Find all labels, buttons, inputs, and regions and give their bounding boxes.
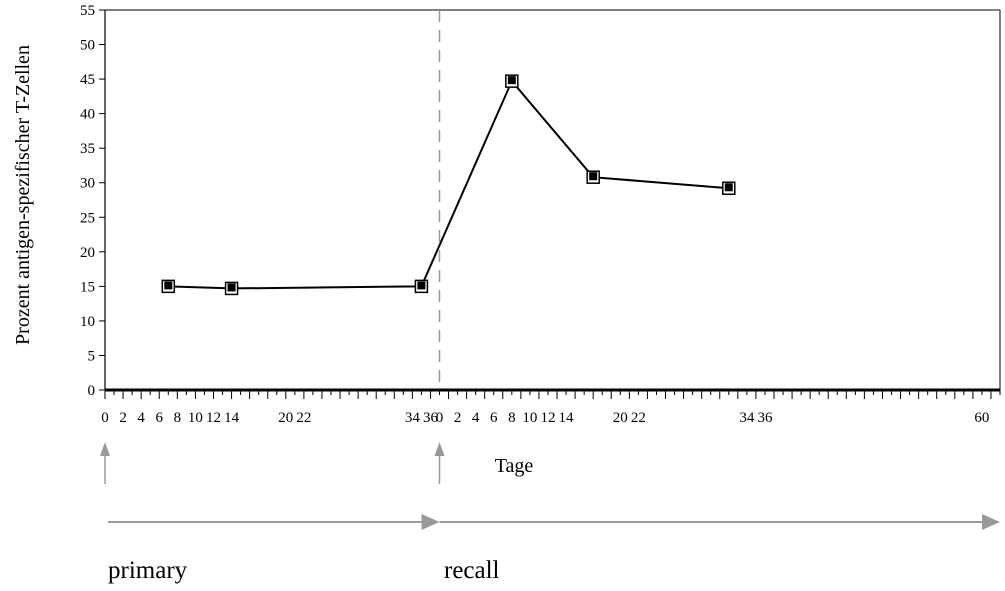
phase-arrows bbox=[100, 442, 1000, 530]
plot-area bbox=[105, 9, 1001, 390]
x-axis: 0 2 4 6 8 10 12 14 20 22 34 360 2 4 6 8 10 12 14 20 22 34 36 60 bbox=[101, 388, 1001, 426]
x-tick-label: 0 bbox=[101, 410, 109, 426]
x-tick-label: 2 bbox=[454, 410, 462, 426]
y-tick-label: 0 bbox=[88, 383, 96, 399]
data-point bbox=[224, 281, 239, 296]
y-tick-label: 35 bbox=[80, 141, 95, 157]
recall-start-arrow bbox=[434, 442, 445, 484]
x-axis-title: Tage bbox=[495, 455, 534, 477]
data-point-marker-inner bbox=[417, 281, 426, 290]
x-tick-label: 0 bbox=[436, 410, 444, 426]
x-tick-label: 34 bbox=[739, 410, 755, 426]
y-tick-label: 30 bbox=[80, 176, 95, 192]
primary-phase-arrow bbox=[108, 514, 440, 530]
x-tick-label: 12 bbox=[206, 410, 221, 426]
y-tick-label: 55 bbox=[80, 3, 95, 19]
data-point-marker-inner bbox=[164, 281, 173, 290]
y-tick-label: 45 bbox=[80, 72, 95, 88]
data-point-marker-inner bbox=[507, 76, 516, 85]
data-point bbox=[414, 279, 429, 294]
y-axis-title: Prozent antigen-spezifischer T-Zellen bbox=[12, 45, 34, 345]
x-tick-label: 14 bbox=[559, 410, 575, 426]
x-tick-label: 2 bbox=[119, 410, 127, 426]
x-tick-label: 36 bbox=[423, 410, 439, 426]
data-point bbox=[586, 170, 600, 184]
y-tick-label: 20 bbox=[80, 245, 95, 261]
y-tick-label: 25 bbox=[80, 210, 95, 226]
y-tick-label: 50 bbox=[80, 38, 95, 54]
x-tick-label: 20 bbox=[613, 410, 628, 426]
series-group bbox=[161, 74, 736, 296]
data-point-marker-inner bbox=[227, 283, 236, 292]
y-tick-label: 5 bbox=[88, 348, 96, 364]
x-tick-label: 8 bbox=[174, 410, 182, 426]
x-tick-label: 14 bbox=[224, 410, 240, 426]
y-axis: 0 5 10 15 20 25 30 35 40 45 50 55 bbox=[80, 3, 106, 399]
x-tick-label: 8 bbox=[508, 410, 516, 426]
x-tick-label: 4 bbox=[472, 410, 480, 426]
x-tick-label: 4 bbox=[137, 410, 145, 426]
data-point bbox=[722, 181, 736, 196]
x-tick-label: 20 bbox=[278, 410, 293, 426]
data-point bbox=[161, 279, 176, 294]
x-tick-label: 6 bbox=[490, 410, 498, 426]
y-tick-label: 15 bbox=[80, 279, 95, 295]
x-tick-label: 22 bbox=[296, 410, 311, 426]
primary-phase-arrow-head bbox=[421, 514, 440, 530]
x-tick-label: 10 bbox=[188, 410, 203, 426]
y-tick-label: 40 bbox=[80, 107, 95, 123]
x-tick-label: 10 bbox=[522, 410, 537, 426]
recall-phase-arrow-head bbox=[982, 514, 1000, 530]
data-point-marker-inner bbox=[589, 172, 598, 181]
x-tick-label: 36 bbox=[757, 410, 773, 426]
series-line bbox=[168, 79, 729, 290]
y-tick-label: 10 bbox=[80, 314, 95, 330]
x-tick-label: 12 bbox=[540, 410, 555, 426]
data-point-marker-inner bbox=[724, 183, 733, 192]
primary-start-arrow-head bbox=[100, 442, 110, 456]
recall-start-arrow-head bbox=[434, 442, 445, 456]
x-tick-label: 60 bbox=[974, 410, 989, 426]
x-tick-label: 6 bbox=[155, 410, 163, 426]
x-tick-label: 22 bbox=[631, 410, 646, 426]
data-point bbox=[505, 74, 519, 88]
recall-phase-arrow bbox=[439, 514, 1000, 530]
primary-start-arrow bbox=[100, 442, 110, 484]
primary-label: primary bbox=[108, 557, 188, 584]
x-tick-label: 34 bbox=[405, 410, 421, 426]
recall-label: recall bbox=[444, 557, 500, 584]
